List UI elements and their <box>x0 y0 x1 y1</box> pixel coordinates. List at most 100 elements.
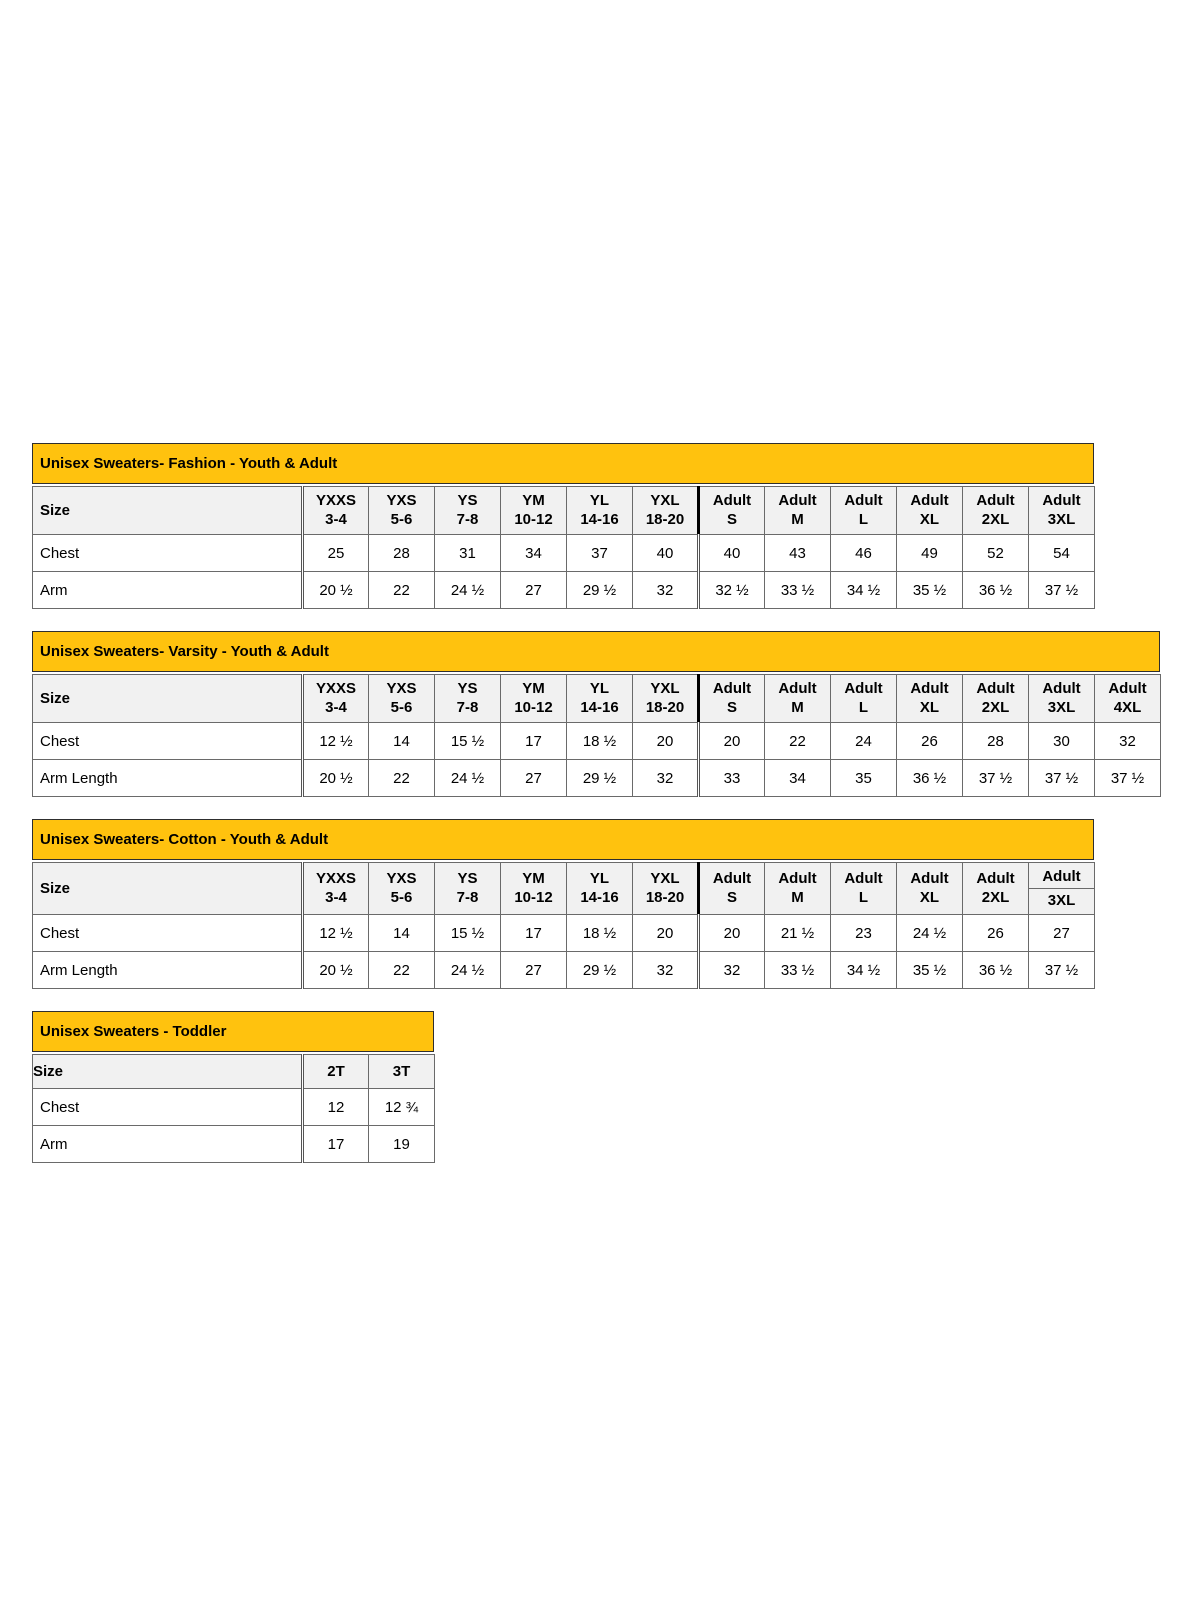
column-header-line2: 5-6 <box>390 889 413 906</box>
column-header-line1: Adult <box>976 492 1015 509</box>
column-header: YXS 5-6 <box>368 486 435 535</box>
column-header-line1: Adult <box>778 870 817 887</box>
column-header-line1: Adult <box>1042 680 1081 697</box>
table-row: Arm Length 20 ½ 22 24 ½ 27 29 ½ 32 32 33 ½ 34 ½ 35… <box>32 951 1095 989</box>
column-header-line1: Adult <box>712 870 752 887</box>
column-header-line1: 2T <box>327 1063 345 1080</box>
cell-value: 54 <box>1028 534 1095 572</box>
cell-value: 27 <box>500 571 567 609</box>
cell-value: 22 <box>764 722 831 760</box>
column-header-line1: Adult <box>1042 868 1081 885</box>
column-header-line1: Adult <box>1108 680 1147 697</box>
cell-value: 15 ½ <box>434 722 501 760</box>
cell-value: 35 ½ <box>896 571 963 609</box>
cell-value: 20 ½ <box>302 759 369 797</box>
column-header: YXL 18-20 <box>632 862 699 915</box>
column-header-line2: XL <box>919 889 940 906</box>
column-header-line1: YXL <box>650 680 680 697</box>
cell-value: 30 <box>1028 722 1095 760</box>
column-header: Adult 3XL <box>1028 674 1095 723</box>
column-header-line2: L <box>858 511 869 528</box>
column-header-line2: 7-8 <box>456 699 479 716</box>
column-header-line2: 7-8 <box>456 511 479 528</box>
cell-value: 29 ½ <box>566 571 633 609</box>
column-header-line1: YL <box>589 870 610 887</box>
row-label: Arm Length <box>32 951 304 989</box>
size-label-header: Size <box>32 1054 304 1089</box>
column-header-line2: 4XL <box>1113 699 1142 716</box>
size-chart-table-block: Unisex Sweaters- Cotton - Youth & Adult S… <box>32 819 1095 989</box>
column-header-line1: Adult <box>778 680 817 697</box>
column-header-line1: Adult <box>712 680 752 697</box>
column-header: Adult 2XL <box>962 486 1029 535</box>
cell-value: 12 ¾ <box>368 1088 435 1126</box>
cell-value: 37 ½ <box>1028 951 1095 989</box>
row-label: Arm <box>32 571 304 609</box>
cell-value: 27 <box>1028 914 1095 952</box>
cell-value: 28 <box>368 534 435 572</box>
cell-value: 20 <box>697 722 765 760</box>
column-header-line1: Adult <box>910 870 949 887</box>
column-header: YM 10-12 <box>500 674 567 723</box>
column-header: YS 7-8 <box>434 862 501 915</box>
column-header: YS 7-8 <box>434 486 501 535</box>
column-header-line2: 18-20 <box>645 511 685 528</box>
table-row: Arm Length 20 ½ 22 24 ½ 27 29 ½ 32 33 34 35 36 ½ 37… <box>32 759 1161 797</box>
column-header-line1: YXXS <box>315 492 357 509</box>
cell-value: 34 ½ <box>830 571 897 609</box>
column-header-line1: Adult <box>910 492 949 509</box>
column-header: Adult M <box>764 862 831 915</box>
column-header-line2: L <box>858 699 869 716</box>
column-header-line2: 14-16 <box>580 889 619 906</box>
column-header-line2: S <box>726 889 737 906</box>
cell-value: 34 ½ <box>830 951 897 989</box>
row-label: Chest <box>32 722 304 760</box>
column-header-line2: 18-20 <box>645 889 685 906</box>
table-title: Unisex Sweaters- Cotton - Youth & Adult <box>32 819 1094 860</box>
cell-value: 37 <box>566 534 633 572</box>
column-header-line2: 5-6 <box>390 699 413 716</box>
column-header-line1: YXS <box>386 870 417 887</box>
column-header-line1: Adult <box>844 680 883 697</box>
cell-value: 20 ½ <box>302 571 369 609</box>
cell-value: 22 <box>368 951 435 989</box>
column-header-line2: 10-12 <box>514 699 553 716</box>
cell-value: 33 ½ <box>764 951 831 989</box>
column-header: YXS 5-6 <box>368 674 435 723</box>
column-header-line2: XL <box>919 511 940 528</box>
cell-value: 36 ½ <box>962 571 1029 609</box>
column-header: YXXS 3-4 <box>302 674 369 723</box>
size-table: Size YXXS 3-4 YXS 5-6 YS 7-8 YM 10-12 YL 14-16 YXL 1… <box>32 486 1095 609</box>
cell-value: 18 ½ <box>566 722 633 760</box>
cell-value: 20 <box>697 914 765 952</box>
cell-value: 27 <box>500 759 567 797</box>
cell-value: 37 ½ <box>1028 759 1095 797</box>
cell-value: 35 ½ <box>896 951 963 989</box>
column-header: YXL 18-20 <box>632 674 699 723</box>
cell-value: 12 <box>302 1088 369 1126</box>
table-title: Unisex Sweaters - Toddler <box>32 1011 434 1052</box>
column-header: Adult L <box>830 862 897 915</box>
column-header-line2: 18-20 <box>645 699 685 716</box>
cell-value: 32 <box>697 951 765 989</box>
column-header-line2: M <box>791 889 804 906</box>
cell-value: 34 <box>500 534 567 572</box>
column-header-line2: 3XL <box>1029 888 1094 914</box>
size-chart-table-block: Unisex Sweaters- Fashion - Youth & Adult… <box>32 443 1095 609</box>
cell-value: 34 <box>764 759 831 797</box>
column-header-line1: YS <box>457 870 478 887</box>
column-header: Adult 3XL <box>1028 862 1095 915</box>
column-header-line2: M <box>791 699 804 716</box>
cell-value: 52 <box>962 534 1029 572</box>
column-header-line2: S <box>726 699 737 716</box>
column-header: YM 10-12 <box>500 486 567 535</box>
column-header: YXS 5-6 <box>368 862 435 915</box>
cell-value: 40 <box>632 534 699 572</box>
cell-value: 26 <box>962 914 1029 952</box>
cell-value: 32 <box>632 571 699 609</box>
cell-value: 14 <box>368 914 435 952</box>
column-header: YL 14-16 <box>566 674 633 723</box>
column-header-line1: YM <box>522 870 545 887</box>
cell-value: 36 ½ <box>896 759 963 797</box>
cell-value: 25 <box>302 534 369 572</box>
